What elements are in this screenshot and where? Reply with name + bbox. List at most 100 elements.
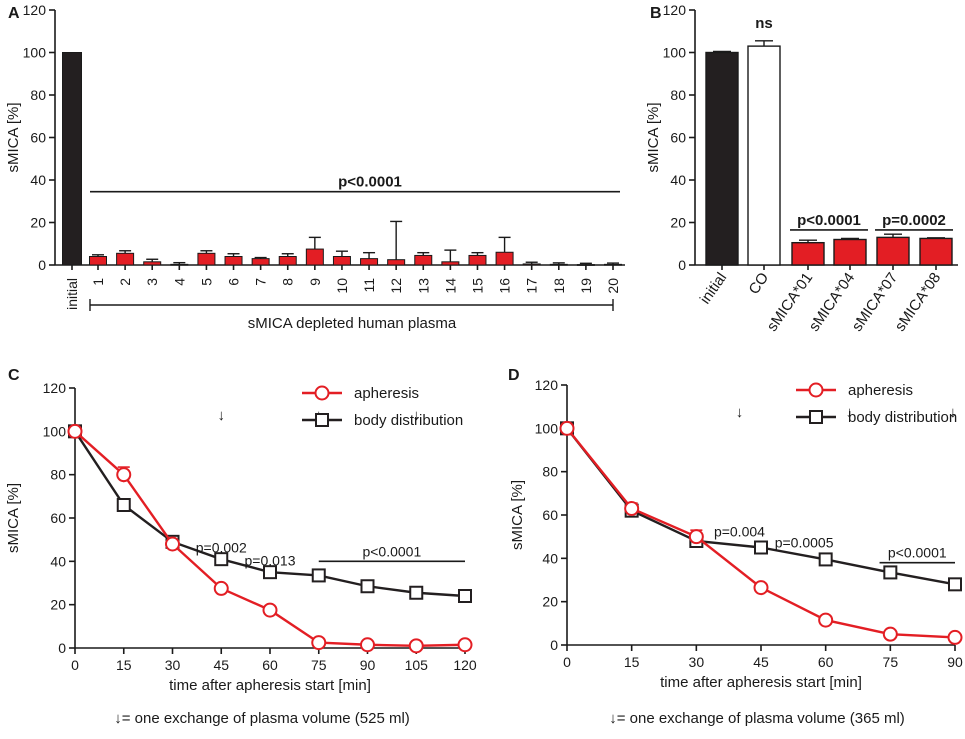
- panel-a-bar-1: [89, 256, 107, 266]
- panel-c-x-tick-label: 0: [71, 657, 79, 673]
- panel-a-bar-8: [278, 256, 297, 266]
- panel-a-x-tick-label: 7: [253, 278, 269, 286]
- panel-d-point-body-distribution: [883, 565, 898, 580]
- panel-c-x-tick-label: 30: [165, 657, 181, 673]
- panel-a-x-tick-label: 10: [334, 278, 350, 294]
- panel-a-x-tick-label: 16: [497, 278, 513, 294]
- panel-d-point-body-distribution: [948, 577, 962, 592]
- panel-d-y-tick-label: 120: [535, 377, 559, 393]
- panel-a-bar-6: [224, 256, 243, 266]
- panel-c-legend-label-apheresis: apheresis: [354, 385, 419, 402]
- panel-c-point-body-distribution: [116, 498, 131, 512]
- panel-a-x-tick-label: 14: [442, 278, 458, 294]
- panel-b-y-tick-label: 60: [670, 130, 686, 146]
- panel-d-legend-marker-apheresis: [808, 382, 824, 398]
- panel-d-x-tick-label: 30: [689, 654, 705, 670]
- panel-c-y-tick-label: 80: [50, 467, 66, 483]
- panel-c-y-axis-label: sMICA [%]: [5, 483, 22, 553]
- panel-c-y-tick-label: 0: [58, 640, 66, 656]
- panel-c-point-apheresis: [165, 536, 180, 552]
- panel-d-point-apheresis: [947, 629, 963, 645]
- panel-c-point-apheresis: [116, 467, 132, 483]
- panel-d-exchange-arrow: ↓: [846, 404, 854, 421]
- panel-a-letter: A: [8, 5, 20, 22]
- panel-d-y-axis-label: sMICA [%]: [509, 480, 526, 550]
- panel-d-point-apheresis: [688, 529, 704, 545]
- panel-a-x-tick-label: 2: [117, 278, 133, 286]
- panel-a-y-tick-label: 40: [30, 172, 46, 188]
- panel-a-bar-2: [116, 252, 135, 266]
- panel-b-y-tick-label: 20: [670, 215, 686, 231]
- panel-c-point-apheresis: [311, 635, 327, 651]
- panel-d-point-apheresis: [624, 501, 640, 516]
- panel-c-point-body-distribution: [214, 552, 229, 567]
- panel-c-x-axis-label: time after apheresis start [min]: [169, 677, 371, 694]
- panel-a-bar-10: [332, 256, 351, 266]
- panel-c-point-apheresis: [457, 637, 473, 653]
- panel-d-point-body-distribution: [754, 540, 768, 555]
- panel-a-y-axis-label: sMICA [%]: [5, 102, 22, 172]
- panel-a-x-tick-label: 15: [469, 278, 485, 294]
- panel-b-significance-label-1: p<0.0001: [797, 212, 861, 229]
- panel-d-point-body-distribution: [818, 552, 833, 567]
- panel-a-y-tick-label: 60: [30, 130, 46, 146]
- panel-c-pvalue-label: p=0.013: [245, 553, 296, 569]
- panel-c-y-tick-label: 40: [50, 553, 66, 569]
- panel-d-significance-label: p<0.0001: [888, 545, 947, 561]
- panel-c-exchange-arrow: ↓: [218, 407, 226, 424]
- panel-a-x-tick-label: 17: [524, 278, 540, 294]
- panel-b-bar-CO: [747, 45, 781, 266]
- panel-a-x-tick-label: 9: [307, 278, 323, 286]
- panel-d-x-tick-label: 90: [947, 654, 963, 670]
- panel-a-y-tick-label: 100: [23, 45, 47, 61]
- panel-a-bar-16: [495, 251, 514, 266]
- panel-a-bar-3: [143, 261, 162, 266]
- panel-a-y-tick-label: 20: [30, 215, 46, 231]
- panel-b-y-tick-label: 120: [663, 2, 687, 18]
- panel-d-exchange-arrow: ↓: [736, 404, 744, 421]
- panel-c-x-tick-label: 45: [213, 657, 229, 673]
- panel-c-point-body-distribution: [360, 579, 375, 594]
- panel-c-point-body-distribution: [458, 589, 472, 603]
- panel-c-point-apheresis: [67, 423, 83, 439]
- panel-c-legend-marker-apheresis: [314, 385, 330, 401]
- panel-c-letter: C: [8, 367, 20, 384]
- panel-d-point-apheresis: [818, 612, 834, 628]
- panel-c-exchange-arrow: ↓: [413, 407, 421, 424]
- panel-a-x-tick-label: 5: [198, 278, 214, 286]
- panel-d-exchange-arrow: ↓: [949, 404, 957, 421]
- panel-c-significance-label: p<0.0001: [362, 543, 421, 559]
- panel-d-footnote: ↓= one exchange of plasma volume (365 ml…: [609, 710, 905, 727]
- panel-c-x-tick-label: 75: [311, 657, 327, 673]
- panel-c-y-tick-label: 100: [43, 423, 67, 439]
- panel-a-bar-12: [387, 259, 406, 266]
- panel-a-bar-5: [197, 252, 216, 266]
- panel-d-legend-marker-body-distribution: [809, 410, 823, 424]
- panel-a-y-tick-label: 0: [38, 257, 46, 273]
- panel-b-y-tick-label: 40: [670, 172, 686, 188]
- panel-d-x-tick-label: 60: [818, 654, 834, 670]
- panel-b-bar-sMICA-04: [833, 238, 867, 266]
- panel-b-bar-sMICA-07: [876, 236, 910, 266]
- panel-d-y-tick-label: 60: [542, 507, 558, 523]
- panel-a-bar-17: [522, 263, 541, 266]
- panel-c-x-tick-label: 120: [453, 657, 477, 673]
- panel-a-x-tick-label: 11: [361, 278, 377, 293]
- panel-d-pvalue-label: p=0.0005: [775, 535, 834, 551]
- panel-a-x-tick-label: 13: [415, 278, 431, 294]
- panel-c-legend-label-body-distribution: body distribution: [354, 412, 463, 429]
- panel-b-bar-sMICA-08: [919, 237, 953, 266]
- panel-d-legend-label-apheresis: apheresis: [848, 382, 913, 399]
- panel-a-x-tick-label: 3: [144, 278, 160, 286]
- panel-d-x-tick-label: 45: [753, 654, 769, 670]
- panel-d-x-tick-label: 15: [624, 654, 640, 670]
- panel-c-point-body-distribution: [311, 568, 326, 583]
- panel-c-legend-marker-body-distribution: [315, 413, 329, 427]
- panel-b-x-tick-label: CO: [745, 270, 772, 298]
- panel-d-y-tick-label: 100: [535, 420, 559, 436]
- panel-a-bar-13: [414, 254, 433, 266]
- panel-d-y-tick-label: 40: [542, 550, 558, 566]
- panel-a-bar-11: [360, 258, 379, 266]
